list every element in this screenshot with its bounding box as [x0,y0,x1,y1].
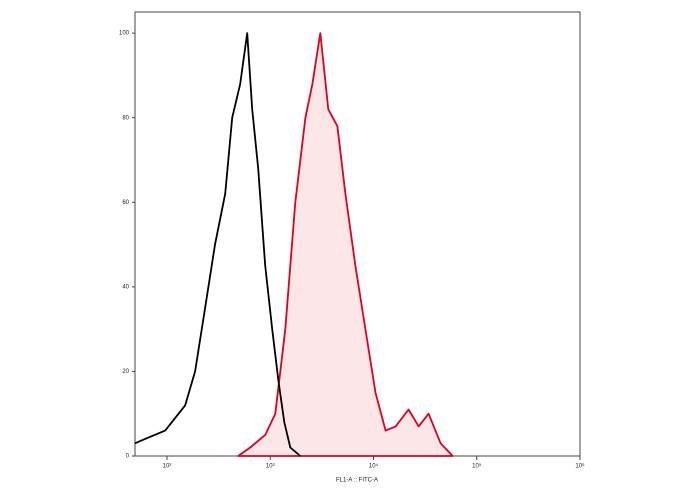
x-tick-label: 10² [163,464,172,470]
y-tick-label: 100 [119,31,130,37]
x-tick-label: 10⁶ [575,463,585,470]
x-tick-label: 10⁴ [369,463,379,470]
x-axis-label: FL1-A :: FITC-A [336,478,378,484]
y-tick-label: 0 [126,454,130,460]
histogram-line [237,32,454,457]
y-tick-label: 80 [122,115,129,121]
y-tick-label: 40 [122,284,129,290]
x-tick-label: 10⁵ [472,463,482,470]
y-tick-label: 60 [122,200,129,206]
x-tick-label: 10³ [266,464,275,470]
histogram-line [134,32,301,457]
y-tick-label: 20 [122,369,129,375]
